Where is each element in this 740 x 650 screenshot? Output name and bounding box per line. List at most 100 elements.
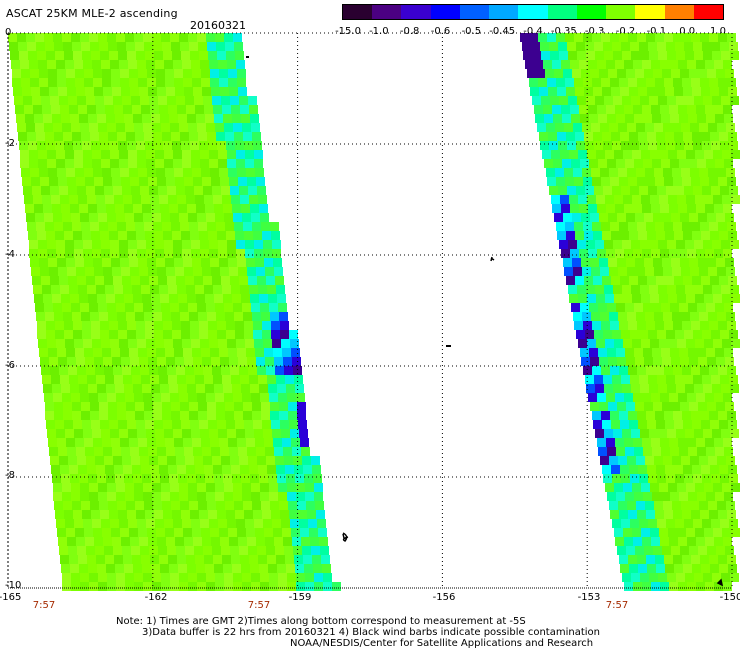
swath-cell: [540, 141, 549, 150]
swath-cell: [662, 357, 671, 366]
swath-cell: [684, 141, 693, 150]
swath-cell: [274, 537, 283, 546]
swath-cell: [597, 60, 606, 69]
swath-cell: [235, 510, 244, 519]
swath-cell: [117, 42, 126, 51]
swath-cell: [133, 564, 142, 573]
swath-cell: [176, 366, 185, 375]
map-border: [7, 32, 733, 589]
swath-cell: [609, 501, 618, 510]
swath-cell: [180, 42, 189, 51]
swath-cell: [323, 573, 332, 582]
swath-cell: [640, 240, 649, 249]
swath-cell: [634, 303, 643, 312]
swath-cell: [83, 240, 92, 249]
swath-cell: [305, 582, 314, 591]
swath-cell: [682, 177, 691, 186]
swath-cell: [144, 42, 153, 51]
swath-cell: [207, 132, 216, 141]
swath-cell: [647, 132, 656, 141]
swath-cell: [54, 132, 63, 141]
swath-cell: [217, 330, 226, 339]
swath-cell: [87, 285, 96, 294]
swath-cell: [604, 240, 613, 249]
swath-cell: [156, 438, 165, 447]
swath-cell: [168, 195, 177, 204]
swath-cell: [203, 456, 212, 465]
swath-cell: [259, 204, 268, 213]
swath-cell: [235, 51, 244, 60]
swath-cell: [723, 537, 732, 546]
swath-cell: [714, 204, 723, 213]
swath-cell: [251, 303, 260, 312]
swath-cell: [42, 195, 51, 204]
swath-cell: [688, 159, 697, 168]
swath-cell: [642, 537, 651, 546]
swath-cell: [635, 213, 644, 222]
swath-cell: [267, 465, 276, 474]
swath-cell: [90, 42, 99, 51]
swath-cell: [289, 510, 298, 519]
swath-cell: [589, 159, 598, 168]
swath-cell: [572, 69, 581, 78]
swath-cell: [233, 123, 242, 132]
swath-cell: [592, 177, 601, 186]
swath-cell: [664, 33, 673, 42]
swath-cell: [612, 474, 621, 483]
swath-cell: [65, 60, 74, 69]
swath-cell: [587, 195, 596, 204]
swath-cell: [593, 87, 602, 96]
swath-cell: [672, 267, 681, 276]
swath-cell: [83, 159, 92, 168]
swath-cell: [123, 555, 132, 564]
swath-cell: [109, 51, 118, 60]
swath-cell: [84, 258, 93, 267]
swath-cell: [66, 528, 75, 537]
swath-cell: [24, 105, 33, 114]
swath-cell: [70, 564, 79, 573]
swath-cell: [595, 96, 604, 105]
swath-cell: [671, 258, 680, 267]
swath-cell: [134, 123, 143, 132]
swath-cell: [199, 330, 208, 339]
swath-cell: [593, 231, 602, 240]
swath-cell: [178, 384, 187, 393]
swath-cell: [46, 51, 55, 60]
swath-cell: [636, 267, 645, 276]
swath-cell: [143, 303, 152, 312]
swath-cell: [568, 96, 577, 105]
swath-cell: [660, 537, 669, 546]
swath-cell: [124, 114, 133, 123]
swath-cell: [538, 78, 547, 87]
swath-cell: [567, 42, 576, 51]
swath-cell: [230, 366, 239, 375]
swath-cell: [37, 321, 46, 330]
swath-cell: [592, 33, 601, 42]
swath-cell: [197, 492, 206, 501]
swath-cell: [180, 411, 189, 420]
swath-cell: [39, 168, 48, 177]
swath-cell: [188, 213, 197, 222]
swath-cell: [172, 321, 181, 330]
swath-cell: [613, 429, 622, 438]
swath-cell: [99, 222, 108, 231]
swath-cell: [644, 402, 653, 411]
swath-cell: [185, 186, 194, 195]
swath-cell: [642, 105, 651, 114]
swath-cell: [603, 474, 612, 483]
lat-label: 0: [5, 27, 12, 38]
swath-cell: [535, 114, 544, 123]
swath-cell: [99, 501, 108, 510]
swath-cell: [214, 474, 223, 483]
swath-cell: [624, 393, 633, 402]
swath-cell: [139, 447, 148, 456]
swath-cell: [619, 555, 628, 564]
swath-cell: [200, 159, 209, 168]
swath-cell: [714, 438, 723, 447]
swath-cell: [259, 474, 268, 483]
swath-cell: [65, 339, 74, 348]
swath-cell: [258, 465, 267, 474]
swath-cell: [280, 510, 289, 519]
swath-cell: [693, 474, 702, 483]
swath-cell: [83, 429, 92, 438]
